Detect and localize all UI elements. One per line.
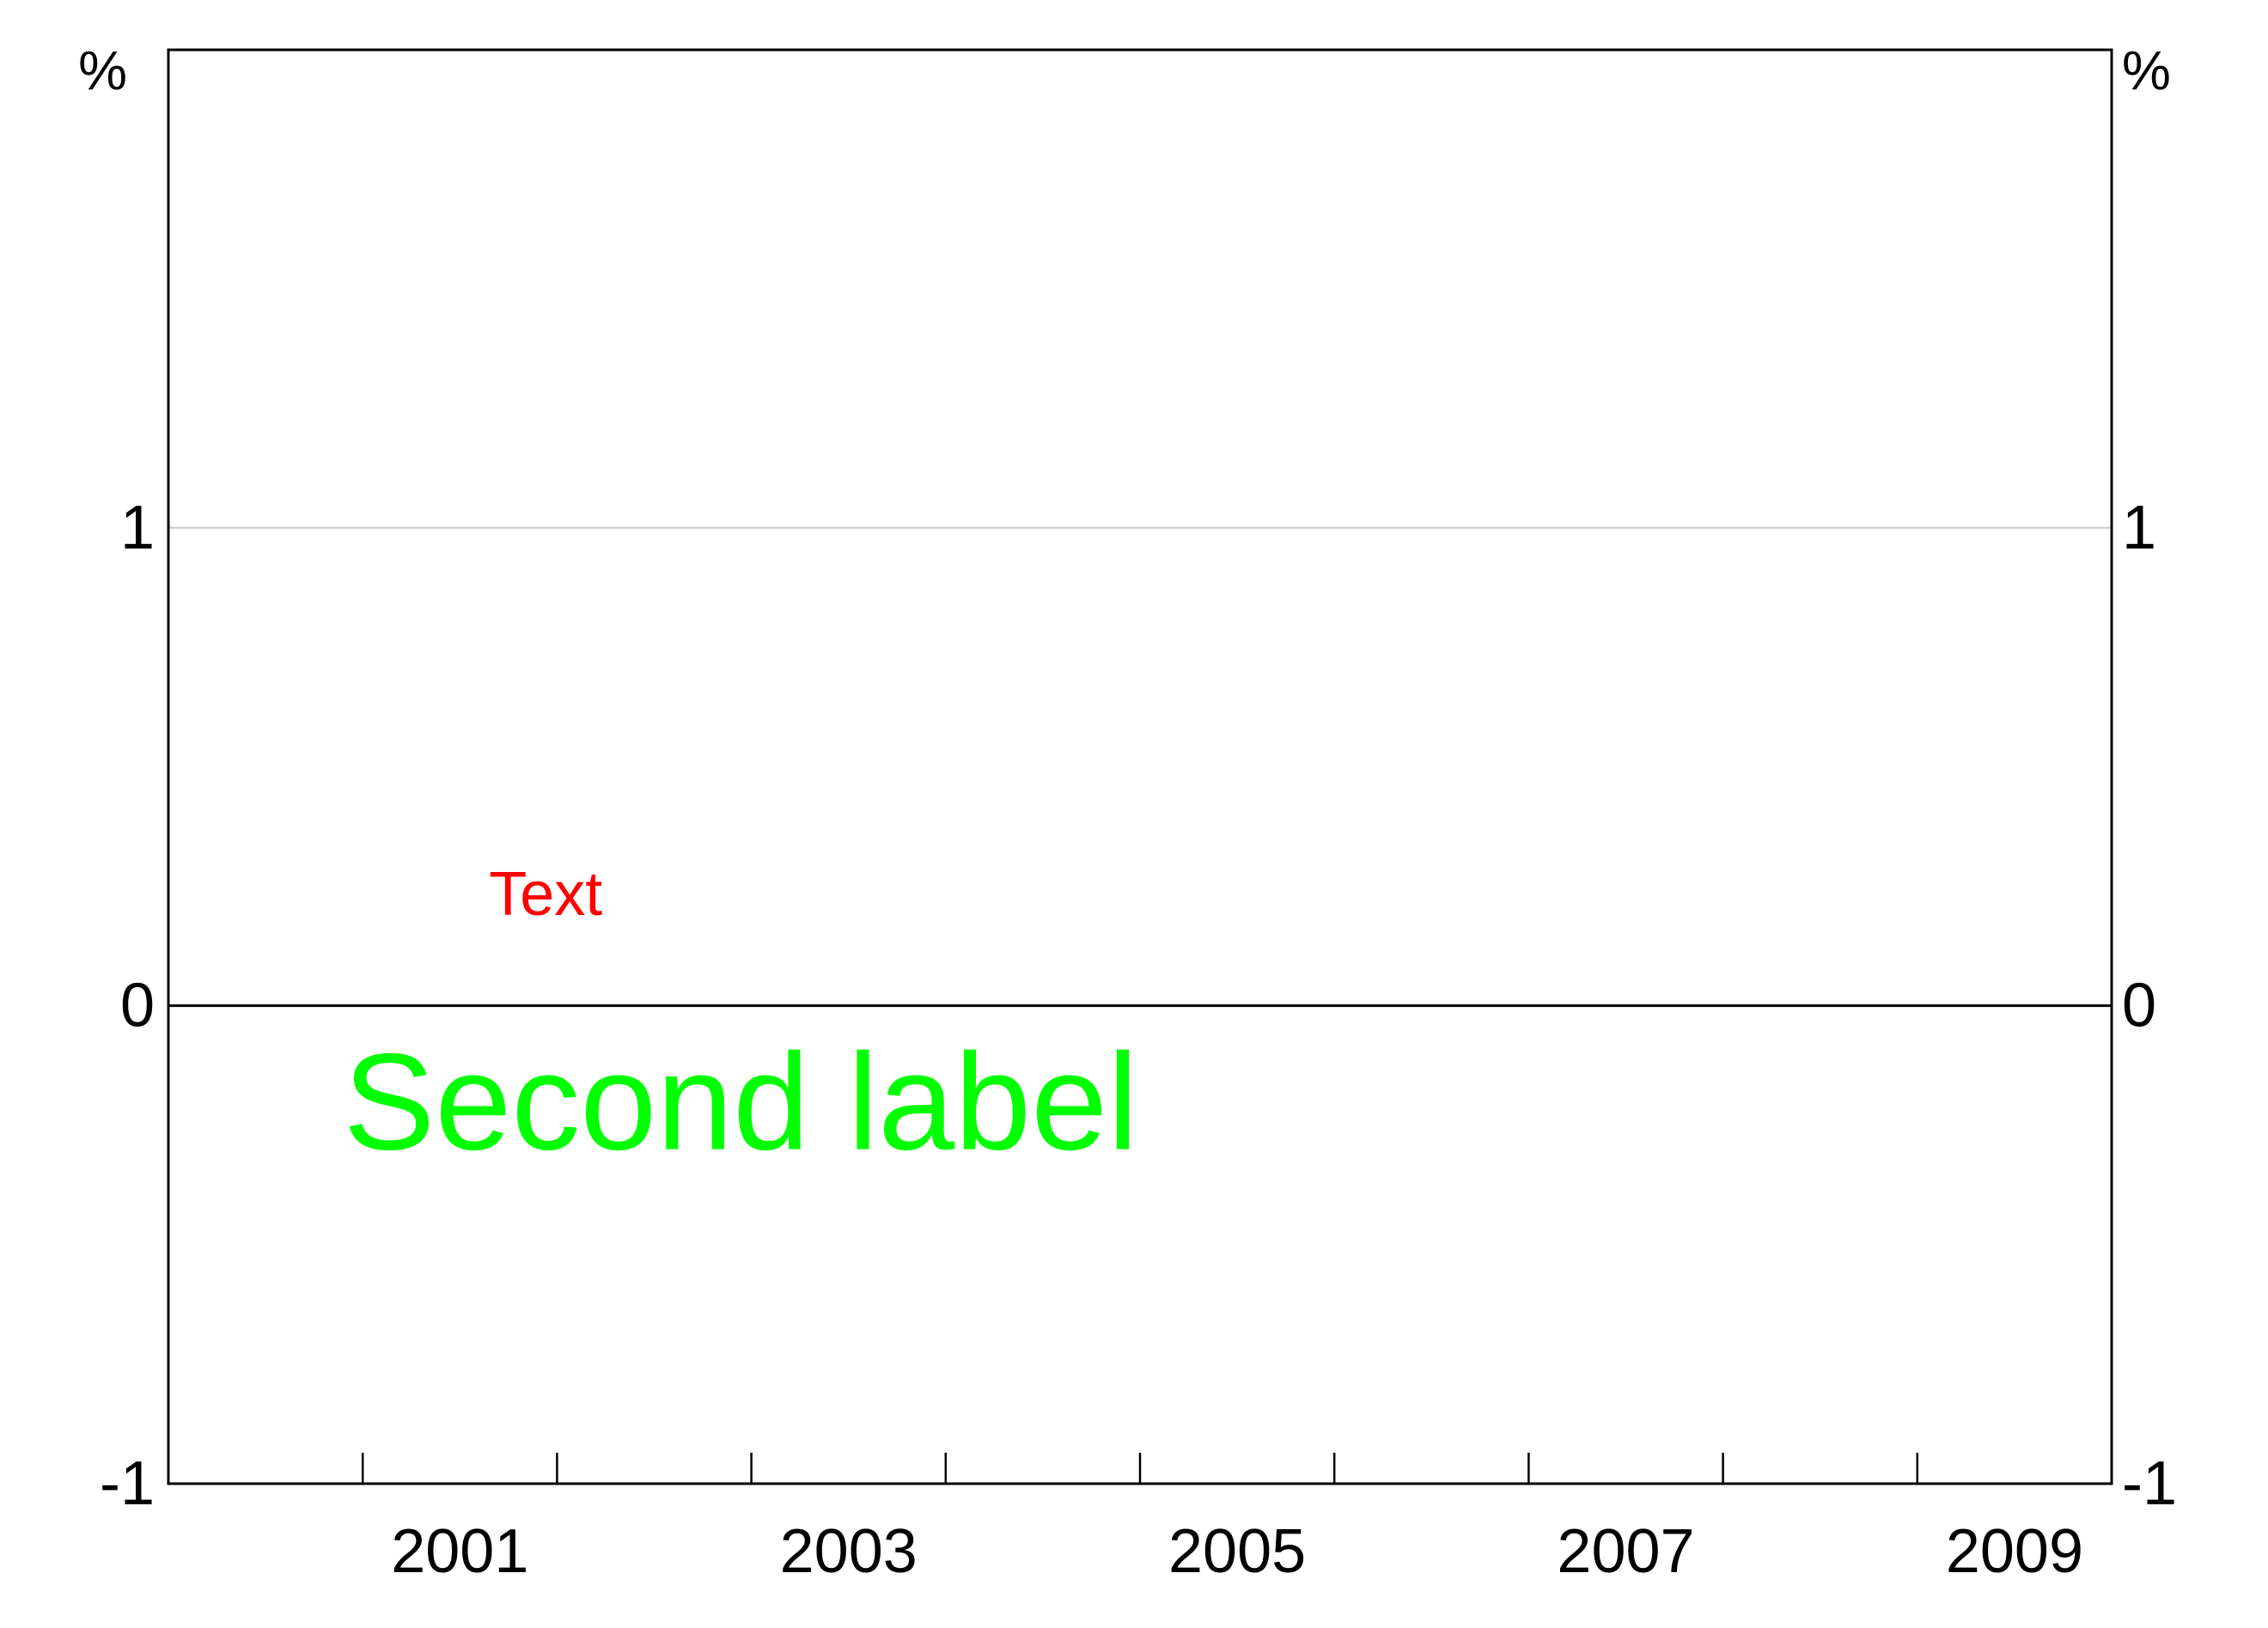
x-tick-label: 2003 (780, 1517, 918, 1586)
y-tick-label-right: 1 (2122, 493, 2156, 562)
plot-frame (167, 48, 2113, 1485)
y-tick-label-right: 0 (2122, 972, 2156, 1040)
y-unit-left-label: % (78, 40, 127, 101)
plot-layer: -1 -1 0 0 1 1 2001 2003 2005 2007 2009 Text Second l… (100, 48, 2177, 1586)
x-tick-label: 2001 (391, 1517, 528, 1586)
y-unit-right-label: % (2122, 40, 2171, 101)
annotation-second-label: Second label (344, 1025, 1138, 1179)
x-tick-label: 2009 (1946, 1517, 2083, 1586)
y-tick-label-left: -1 (100, 1449, 155, 1518)
annotation-text: Text (489, 860, 602, 929)
y-tick-label-left: 0 (120, 972, 155, 1040)
y-tick-label-right: -1 (2122, 1449, 2177, 1518)
x-tick-label: 2007 (1557, 1517, 1694, 1586)
y-tick-label-left: 1 (120, 493, 155, 562)
x-tick-label: 2005 (1168, 1517, 1306, 1586)
